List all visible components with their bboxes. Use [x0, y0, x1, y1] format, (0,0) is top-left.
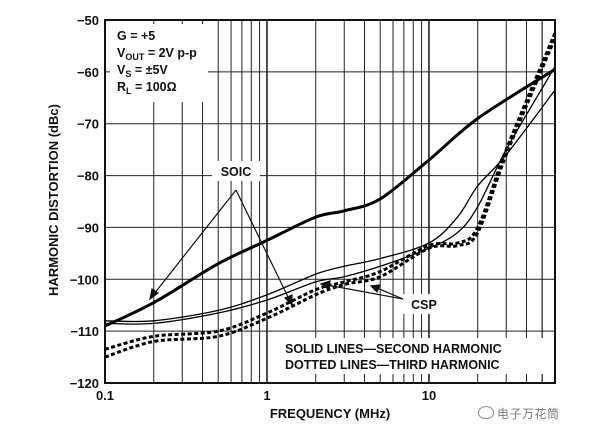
soic-arrowhead-2	[283, 294, 293, 307]
csp-label: CSP	[411, 298, 437, 312]
y-tick-label: −80	[77, 169, 99, 184]
csp-arrowhead-2	[369, 284, 381, 294]
legend-dotted: DOTTED LINES—THIRD HARMONIC	[285, 358, 500, 372]
csp-arrowhead-1	[319, 280, 331, 291]
y-axis-label: HARMONIC DISTORTION (dBc)	[46, 104, 61, 296]
x-tick-label: 10	[422, 388, 436, 403]
annotation-arrows	[149, 189, 404, 307]
y-tick-label: −70	[77, 117, 99, 132]
series-line-csp-second-harmonic	[104, 89, 556, 323]
watermark: 电子万花筒	[478, 405, 560, 422]
soic-arrow-2	[235, 189, 290, 300]
series-line-soic-third-harmonic	[104, 32, 557, 351]
series-line-csp-third-harmonic	[104, 37, 557, 359]
x-tick-label: 1	[263, 388, 270, 403]
legend-solid: SOLID LINES—SECOND HARMONIC	[285, 342, 502, 356]
y-tick-label: −60	[77, 65, 99, 80]
plot-frame	[104, 19, 556, 384]
condition-rl: RL = 100Ω	[117, 80, 177, 96]
condition-vs: VS = ±5V	[117, 63, 168, 79]
x-axis-label: FREQUENCY (MHz)	[270, 406, 390, 421]
watermark-text: 电子万花筒	[497, 407, 560, 421]
soic-arrow-1	[153, 189, 237, 295]
soic-label: SOIC	[221, 165, 252, 179]
series-line-soic-second-harmonic-lower	[104, 66, 556, 325]
soic-arrowhead-1	[149, 288, 160, 301]
y-tick-label: −110	[70, 324, 99, 339]
legend-box	[278, 338, 550, 374]
y-tick-label: −50	[77, 13, 99, 28]
conditions-box	[110, 24, 208, 102]
condition-gain: G = +5	[117, 29, 155, 43]
chat-bubble-icon	[478, 406, 494, 419]
x-tick-label: 0.1	[96, 388, 114, 403]
series-layer	[104, 32, 557, 359]
y-tick-labels: −50 −60 −70 −80 −90 −100 −110 −120	[70, 13, 99, 391]
soic-label-bg	[212, 161, 260, 181]
series-line-soic-second-harmonic	[104, 68, 556, 328]
x-tick-labels: 0.1 1 10	[96, 388, 436, 403]
y-tick-label: −100	[70, 272, 99, 287]
csp-label-bg	[403, 294, 445, 314]
y-tick-label: −90	[77, 220, 99, 235]
condition-vout: VOUT = 2V p-p	[117, 46, 197, 62]
csp-arrow-1	[326, 284, 404, 300]
csp-arrow-2	[376, 287, 404, 300]
y-tick-label: −120	[70, 376, 99, 391]
